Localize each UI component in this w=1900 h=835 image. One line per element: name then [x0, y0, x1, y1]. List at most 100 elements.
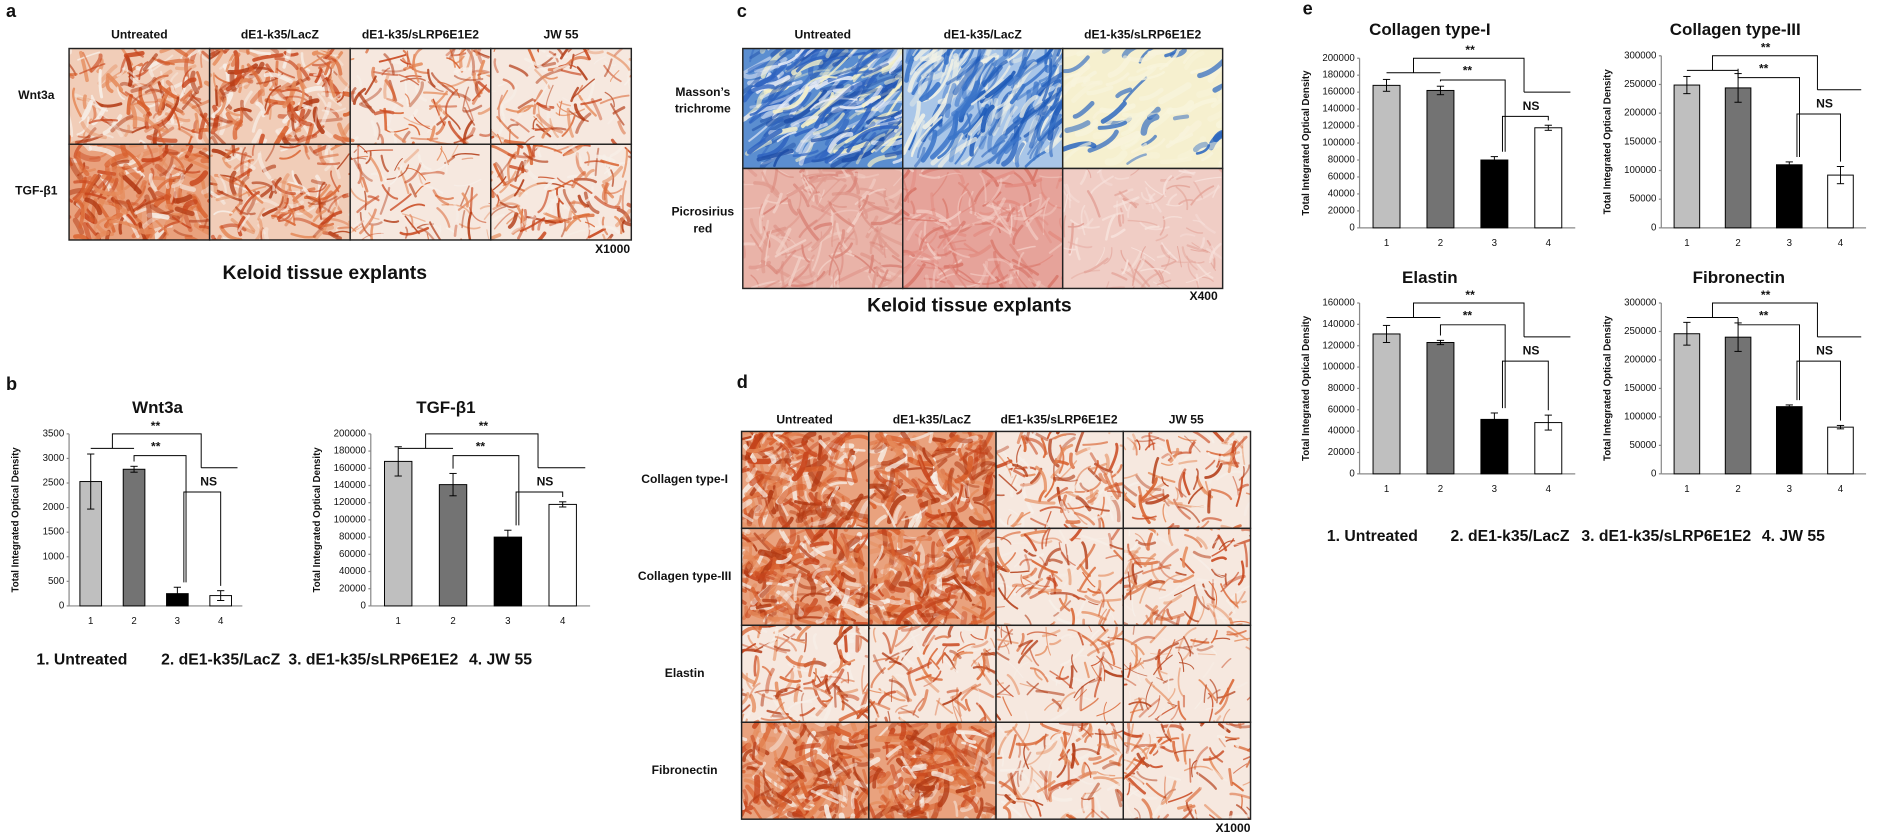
micrograph — [741, 431, 869, 529]
stain-texture — [549, 217, 573, 227]
stain-texture — [1059, 730, 1068, 757]
stain-texture — [214, 74, 232, 85]
stain-texture — [884, 149, 903, 158]
stain-texture — [996, 199, 1021, 207]
y-tick-label: 1000 — [43, 551, 65, 562]
stain-texture — [827, 65, 868, 81]
stain-texture — [147, 221, 156, 240]
stain-texture — [453, 178, 482, 187]
stain-texture — [214, 48, 223, 52]
column-label: JW 55 — [544, 27, 579, 41]
stain-texture — [1016, 511, 1032, 522]
micrograph — [490, 48, 632, 145]
stain-texture — [350, 138, 355, 143]
stain-texture — [906, 815, 928, 820]
stain-texture — [1189, 758, 1192, 783]
stain-texture — [1181, 546, 1189, 568]
column-label: dE1-k35/LacZ — [893, 413, 972, 427]
stain-texture — [297, 79, 305, 111]
stain-texture — [149, 69, 173, 87]
stain-texture — [1221, 658, 1232, 669]
stain-texture — [772, 168, 791, 178]
stain-texture — [1084, 594, 1101, 604]
stain-texture — [845, 581, 862, 588]
stain-texture — [914, 476, 935, 489]
significance-bracket — [398, 433, 539, 468]
stain-texture — [990, 637, 996, 648]
stain-texture — [510, 215, 537, 234]
stain-texture — [847, 510, 869, 520]
stain-texture — [996, 605, 1005, 608]
stain-texture — [1076, 588, 1091, 617]
stain-texture — [1029, 574, 1052, 600]
stain-texture — [201, 184, 210, 195]
stain-texture — [490, 213, 505, 224]
stain-texture — [432, 189, 450, 206]
stain-texture — [1101, 608, 1111, 626]
stain-texture — [765, 667, 775, 694]
stain-texture — [1182, 528, 1190, 532]
stain-texture — [1177, 506, 1201, 523]
stain-texture — [240, 152, 248, 177]
stain-texture — [284, 200, 297, 227]
stain-texture — [869, 241, 885, 249]
stain-texture — [765, 722, 776, 730]
stain-texture — [887, 562, 900, 572]
stain-texture — [1142, 655, 1159, 663]
stain-texture — [835, 103, 873, 145]
stain-texture — [836, 643, 846, 663]
stain-texture — [284, 48, 292, 62]
stain-texture — [849, 722, 858, 732]
stain-texture — [1072, 101, 1095, 119]
stain-texture — [957, 498, 971, 513]
stain-texture — [211, 148, 232, 160]
stain-texture — [1146, 62, 1169, 70]
stain-texture — [397, 166, 410, 195]
stain-texture — [772, 431, 785, 438]
stain-texture — [774, 541, 787, 558]
stain-texture — [1045, 522, 1049, 529]
stain-texture — [1108, 442, 1119, 472]
stain-texture — [522, 152, 549, 163]
stain-texture — [910, 168, 917, 191]
row-label: Masson’s trichrome — [674, 86, 731, 117]
stain-texture — [965, 569, 977, 589]
stain-texture — [1197, 771, 1202, 790]
stain-texture — [1044, 770, 1050, 801]
stain-texture — [1148, 586, 1166, 592]
stain-texture — [102, 114, 123, 135]
stain-texture — [1233, 763, 1248, 774]
stain-texture — [1123, 601, 1133, 611]
stain-texture — [416, 163, 447, 173]
stain-texture — [880, 609, 894, 626]
y-tick-label: 140000 — [1322, 319, 1355, 330]
stain-texture — [284, 201, 296, 225]
stain-texture — [1017, 197, 1040, 213]
stain-texture — [1145, 494, 1170, 505]
stain-texture — [897, 625, 911, 631]
stain-texture — [811, 225, 833, 249]
stain-texture — [1165, 639, 1176, 660]
stain-texture — [957, 181, 975, 215]
stain-texture — [857, 598, 869, 607]
stain-texture — [1081, 771, 1097, 778]
stain-texture — [1024, 108, 1041, 143]
stain-texture — [773, 458, 792, 465]
stain-texture — [799, 592, 827, 603]
stain-texture — [1225, 738, 1237, 742]
stain-texture — [1098, 600, 1104, 617]
micrograph-border — [1122, 721, 1252, 820]
stain-texture — [276, 68, 296, 79]
stain-texture — [936, 722, 942, 730]
stain-texture — [1049, 639, 1062, 646]
stain-texture — [1123, 741, 1148, 760]
annotation: ** — [1465, 288, 1475, 302]
stain-texture — [1083, 499, 1101, 518]
stain-texture — [427, 81, 444, 92]
stain-texture — [1070, 269, 1101, 279]
stain-texture — [612, 106, 626, 115]
stain-texture — [570, 86, 580, 103]
stain-texture — [846, 459, 869, 473]
stain-texture — [809, 541, 830, 548]
stain-texture — [584, 48, 604, 55]
